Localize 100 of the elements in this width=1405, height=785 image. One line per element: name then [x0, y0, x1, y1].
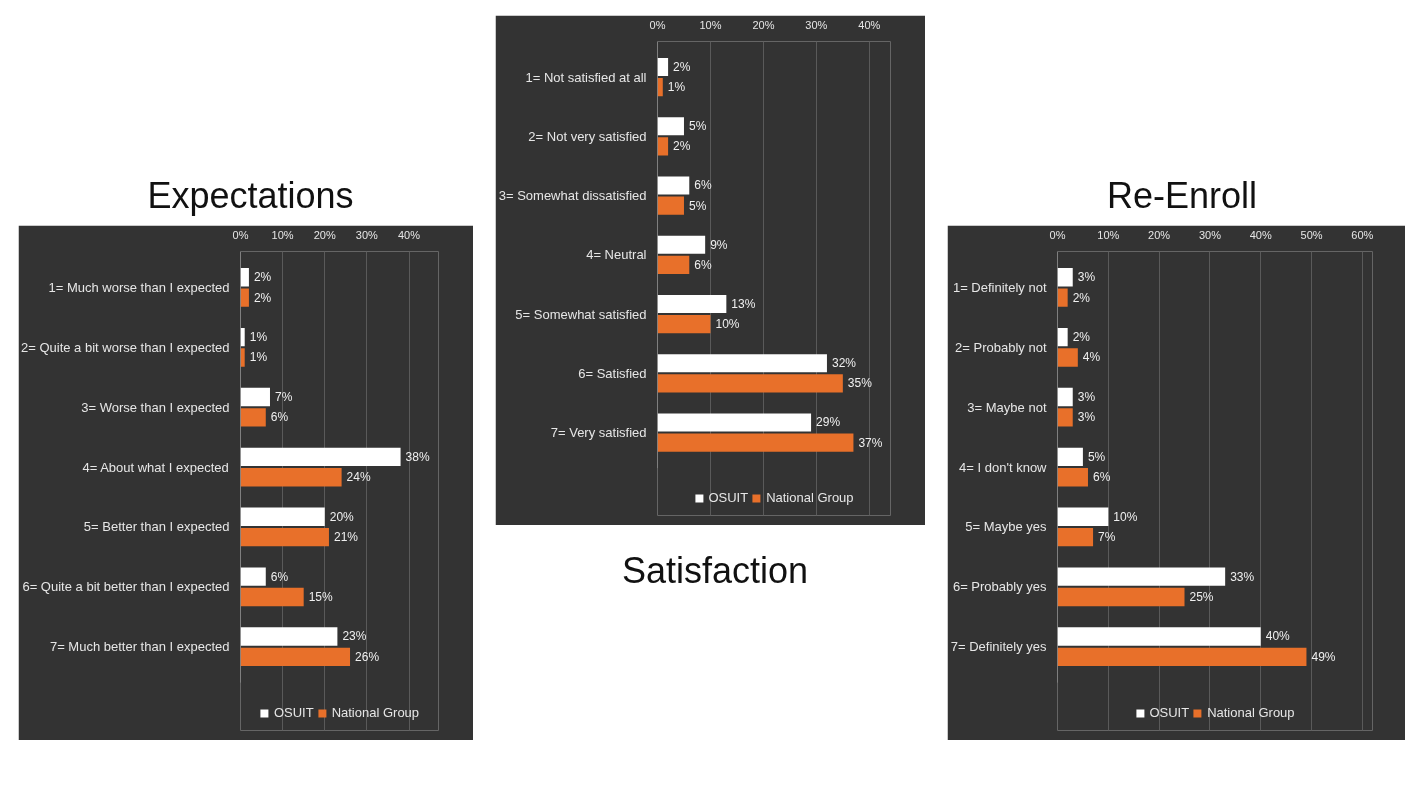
y-tick-label: 6= Probably yes: [952, 579, 1047, 595]
data-label: 49%: [1311, 649, 1336, 664]
data-label: 4%: [1082, 350, 1101, 365]
bar: [657, 315, 711, 334]
bar: [240, 268, 249, 287]
bar: [657, 374, 843, 393]
x-tick-label: 50%: [1300, 228, 1323, 241]
data-label: 13%: [731, 296, 756, 311]
data-label: 29%: [816, 415, 841, 430]
bar: [657, 196, 684, 215]
x-tick-label: 0%: [1049, 228, 1066, 241]
y-tick-label: 6= Satisfied: [578, 365, 647, 381]
bar: [657, 176, 690, 195]
data-label: 37%: [858, 435, 883, 450]
data-label: 3%: [1077, 270, 1096, 285]
legend-label: National Group: [766, 490, 854, 505]
x-tick-label: 40%: [858, 18, 881, 31]
bar: [240, 587, 304, 607]
bar: [657, 433, 854, 452]
bar: [240, 288, 249, 307]
y-tick-label: 7= Much better than I expected: [49, 639, 230, 655]
data-label: 2%: [253, 290, 272, 305]
data-label: 6%: [1092, 470, 1111, 485]
bar: [240, 408, 266, 427]
bar: [657, 354, 827, 373]
bar: [1057, 268, 1073, 287]
bar: [1057, 288, 1068, 307]
bar: [240, 327, 245, 347]
data-label: 33%: [1230, 569, 1255, 584]
legend-label: National Group: [331, 705, 420, 720]
x-tick-label: 0%: [649, 18, 666, 31]
bar: [240, 507, 325, 526]
legend-label: OSUIT: [1149, 705, 1190, 720]
bar: [240, 647, 351, 667]
x-tick-label: 20%: [752, 18, 775, 31]
data-label: 2%: [673, 139, 691, 154]
bar: [1057, 587, 1185, 607]
bar: [1057, 627, 1261, 646]
data-label: 1%: [667, 80, 686, 95]
legend-label: OSUIT: [708, 490, 749, 505]
y-tick-label: 3= Somewhat dissatisfied: [498, 188, 647, 204]
bar: [1057, 527, 1094, 547]
y-tick-label: 2= Probably not: [955, 339, 1047, 355]
x-tick-label: 40%: [1249, 228, 1272, 241]
bar: [1057, 408, 1073, 427]
y-tick-label: 4= About what I expected: [82, 459, 229, 475]
data-label: 21%: [333, 530, 359, 545]
data-label: 6%: [270, 569, 289, 584]
x-tick-label: 20%: [313, 228, 336, 241]
chart-title: Re-Enroll: [1106, 174, 1258, 218]
bar: [240, 468, 342, 487]
y-tick-label: 7= Definitely yes: [950, 639, 1047, 655]
y-tick-label: 4= I don't know: [959, 459, 1048, 475]
data-label: 26%: [355, 649, 380, 664]
data-label: 10%: [715, 317, 740, 332]
bar: [1057, 647, 1307, 667]
data-label: 23%: [342, 629, 367, 644]
data-label: 24%: [346, 470, 371, 485]
y-tick-label: 3= Worse than I expected: [81, 399, 230, 415]
data-label: 2%: [1072, 290, 1091, 305]
bar: [240, 627, 338, 646]
data-label: 2%: [673, 59, 691, 74]
y-tick-label: 1= Definitely not: [952, 279, 1047, 295]
bar: [1057, 507, 1109, 526]
bar: [1057, 387, 1073, 407]
data-label: 1%: [249, 330, 268, 345]
text: Satisfaction: [621, 549, 809, 593]
bar: [657, 78, 663, 97]
y-tick-label: 1= Much worse than I expected: [48, 279, 230, 295]
bar: [657, 294, 727, 314]
bar: [1057, 468, 1088, 487]
bar: [1057, 567, 1226, 586]
data-label: 1%: [249, 350, 268, 365]
y-tick-label: 2= Not very satisfied: [528, 128, 647, 144]
x-tick-label: 40%: [398, 228, 421, 241]
data-label: 40%: [1265, 629, 1291, 644]
x-tick-label: 0%: [232, 228, 249, 241]
bar: [657, 413, 812, 432]
data-label: 10%: [1113, 509, 1138, 524]
legend-label: OSUIT: [273, 705, 314, 720]
y-tick-label: 6= Quite a bit better than I expected: [22, 579, 230, 595]
bar: [1057, 447, 1083, 467]
data-label: 6%: [270, 410, 289, 425]
data-label: 35%: [847, 376, 873, 391]
bar: [240, 387, 270, 407]
bar: [657, 57, 669, 77]
x-tick-label: 60%: [1351, 228, 1374, 241]
data-label: 2%: [253, 270, 272, 285]
y-tick-label: 4= Neutral: [586, 247, 647, 263]
data-label: 5%: [688, 119, 707, 134]
data-label: 5%: [1087, 449, 1106, 464]
x-tick-label: 20%: [1148, 228, 1171, 241]
y-tick-label: 7= Very satisfied: [550, 425, 647, 441]
data-label: 32%: [831, 356, 857, 371]
data-label: 3%: [1077, 410, 1096, 425]
bar: [657, 117, 684, 136]
x-tick-label: 10%: [271, 228, 294, 241]
y-tick-label: 1= Not satisfied at all: [525, 69, 647, 85]
data-label: 25%: [1189, 589, 1214, 604]
x-tick-label: 30%: [1198, 228, 1222, 241]
